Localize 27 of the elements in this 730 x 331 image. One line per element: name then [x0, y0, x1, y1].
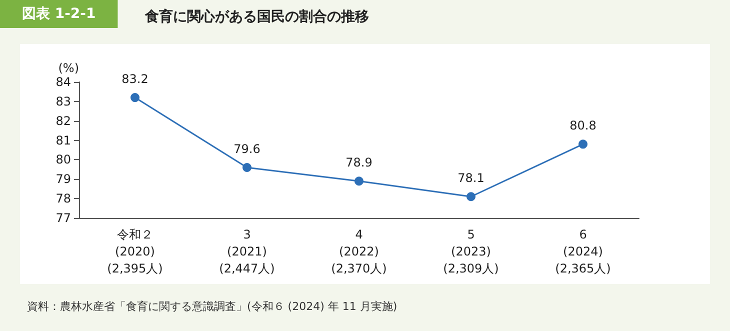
y-tick-label: 79 — [56, 172, 71, 186]
point — [578, 140, 588, 149]
x-tick-label: 令和２ (2020) (2,395人) — [107, 228, 163, 276]
data-label: 80.8 — [570, 118, 596, 133]
data-label: 78.1 — [458, 171, 484, 186]
data-label: 79.6 — [234, 142, 260, 156]
data-label: 78.9 — [346, 156, 372, 170]
x-tick-label: 3 (2021) (2,447人) — [219, 228, 275, 276]
y-tick-label: 82 — [56, 114, 71, 128]
point — [466, 192, 476, 202]
y-tick-label: 80 — [56, 152, 71, 167]
chart-title: 食育に関心がある国民の割合の推移 — [144, 8, 369, 25]
text: 資料：農林水産省「食育に関する意識調査」(令和６ (2024) 年 11 月実施) — [27, 300, 398, 313]
y-axis-title: (%) — [58, 61, 79, 75]
x-tick-label: 4 (2022) (2,370人) — [331, 228, 387, 276]
x-tick-label: 6 (2024) (2,365人) — [555, 228, 611, 276]
y-tick-label: 78 — [56, 192, 71, 206]
data-label: 83.2 — [122, 72, 148, 86]
y-tick-label: 81 — [56, 133, 71, 148]
y-tick-label: 83 — [56, 94, 71, 108]
y-tick-label: 77 — [56, 211, 71, 225]
text: 図表 1-2-1 — [22, 6, 96, 22]
x-tick-label: 5 (2023) (2,309人) — [443, 228, 499, 276]
y-tick-label: 84 — [56, 75, 71, 89]
point — [354, 176, 364, 186]
point — [242, 162, 252, 172]
point — [130, 93, 140, 102]
